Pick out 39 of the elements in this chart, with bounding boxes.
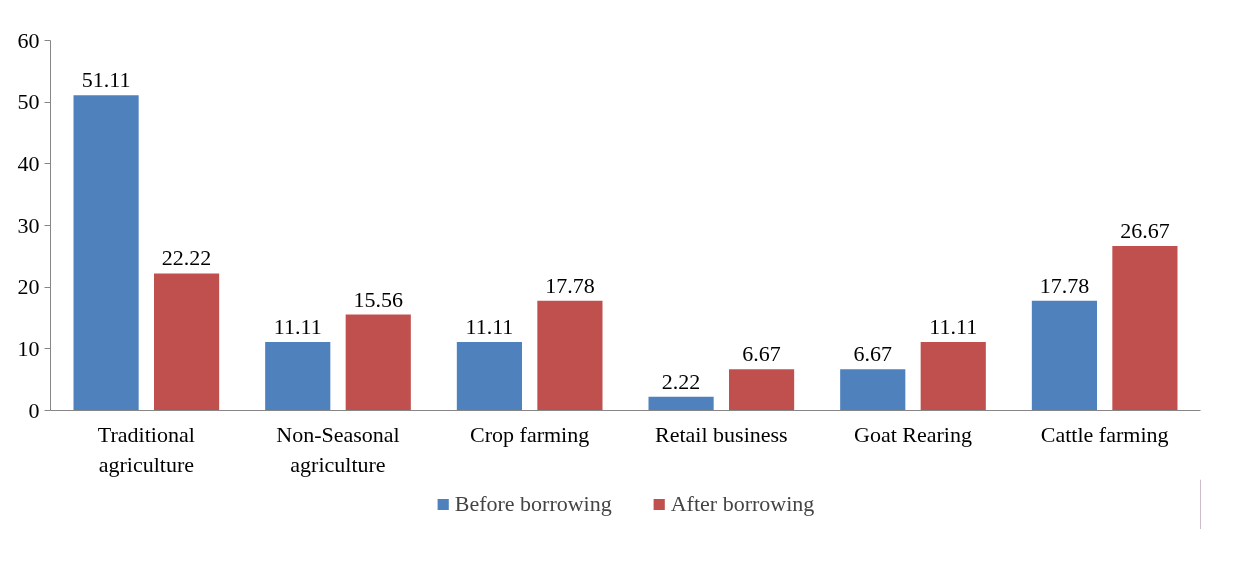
data-label: 22.22 <box>161 245 212 271</box>
y-tick-label: 0 <box>28 397 40 423</box>
bar <box>73 95 139 411</box>
bar <box>345 314 411 411</box>
bar <box>1031 300 1097 411</box>
x-tick-label: Traditional agriculture <box>97 421 195 477</box>
y-tick-label: 40 <box>17 150 40 176</box>
data-label: 17.78 <box>545 272 595 298</box>
bar <box>537 300 603 411</box>
bar <box>1112 246 1178 411</box>
x-tick-label: Non-Seasonal agriculture <box>276 421 400 477</box>
bar <box>648 396 714 411</box>
bar <box>729 369 795 411</box>
data-label: 2.22 <box>661 368 701 394</box>
data-label: 11.11 <box>465 313 514 339</box>
y-tick-label: 30 <box>17 212 40 238</box>
data-label: 17.78 <box>1039 272 1090 298</box>
x-tick-label: Crop farming <box>470 421 590 447</box>
data-label: 11.11 <box>929 313 978 339</box>
data-label: 6.67 <box>853 341 892 367</box>
bar <box>265 341 331 411</box>
bar <box>456 341 522 411</box>
y-tick-label: 60 <box>17 27 40 53</box>
data-label: 6.67 <box>742 341 781 367</box>
y-tick-label: 50 <box>17 89 40 115</box>
y-tick-label: 20 <box>17 274 40 300</box>
x-tick-label: Retail business <box>655 421 788 447</box>
data-label: 51.11 <box>81 67 131 93</box>
bar <box>154 273 220 411</box>
x-tick-label: Cattle farming <box>1040 421 1169 447</box>
bar <box>840 369 906 411</box>
legend-label: Before borrowing <box>454 491 612 517</box>
legend-label: After borrowing <box>670 491 815 517</box>
bar <box>920 341 986 411</box>
data-label: 15.56 <box>353 286 403 312</box>
x-tick-label: Goat Rearing <box>854 421 972 447</box>
data-label: 11.11 <box>273 313 322 339</box>
y-tick-label: 10 <box>17 335 40 361</box>
data-label: 26.67 <box>1120 218 1170 244</box>
